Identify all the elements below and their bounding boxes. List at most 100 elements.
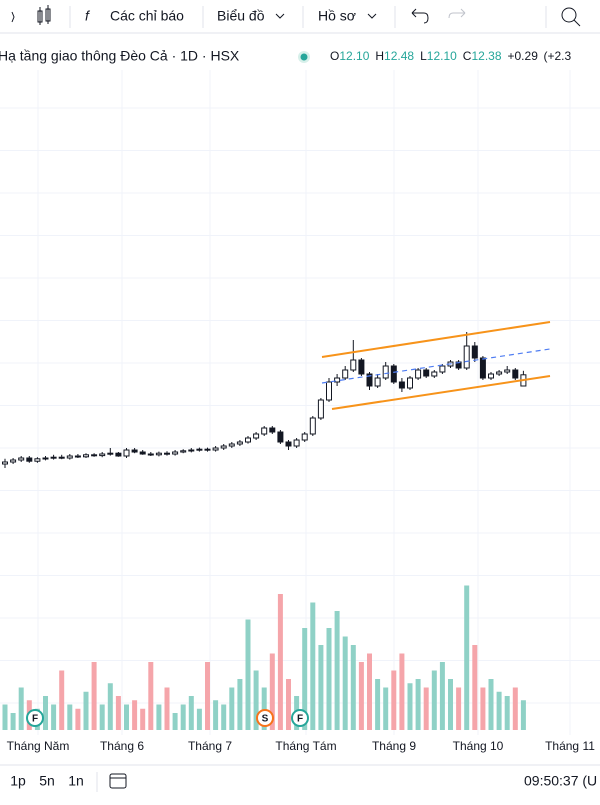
volume-bar [261, 687, 267, 730]
volume-bar [448, 679, 453, 730]
ohlc-label: H [375, 49, 384, 63]
candle-body [293, 439, 300, 447]
volume-bar [67, 704, 73, 730]
volume-bar [51, 704, 57, 730]
x-tick-label: Tháng 11 [545, 739, 595, 753]
event-badge [291, 709, 309, 727]
ohlc-label: O [330, 49, 339, 63]
volume-bar [391, 670, 397, 730]
search-icon[interactable] [561, 7, 577, 23]
candle-body [10, 459, 17, 463]
volume-bar [245, 619, 251, 730]
undo-button[interactable] [411, 8, 429, 24]
ohlc-value: 12.48 [384, 49, 414, 63]
ohlc-field: L12.10 [420, 49, 457, 63]
candle-body [496, 371, 503, 375]
x-tick-label: Tháng 10 [453, 739, 504, 753]
volume-bar [334, 611, 340, 730]
candle-body [374, 377, 381, 387]
ohlc-values: O12.10 H12.48 L12.10 C12.38 +0.29 (+2.3 [330, 49, 572, 63]
volume-bar [213, 700, 219, 730]
candle-body [107, 452, 114, 455]
volume-bar [59, 670, 65, 730]
volume-bar [140, 708, 146, 730]
volume-bar [358, 662, 364, 730]
candle-body [471, 345, 478, 359]
volume-bar [188, 696, 194, 730]
redo-button[interactable] [448, 8, 466, 19]
grid [0, 70, 600, 735]
volume-bar [439, 662, 445, 730]
candle-body [512, 369, 519, 379]
event-marker[interactable]: F [291, 709, 309, 727]
range-button[interactable]: 5n [39, 773, 55, 789]
x-tick-label: Tháng Năm [7, 739, 70, 753]
candle-body [180, 450, 187, 453]
volume-bar [423, 687, 429, 730]
event-marker[interactable]: F [26, 709, 44, 727]
candle-body [139, 451, 146, 455]
range-button[interactable]: 1n [68, 773, 84, 789]
volume-bar [75, 708, 81, 730]
candle-body [91, 454, 98, 457]
candle-body [326, 381, 332, 401]
volume-bar [399, 653, 405, 730]
channel-drawing[interactable] [321, 321, 551, 410]
event-marker[interactable]: S [256, 709, 274, 727]
candle-body [277, 431, 284, 443]
candle-body [366, 373, 373, 387]
event-badge [256, 709, 274, 727]
x-tick-label: Tháng 6 [100, 739, 144, 753]
volume-bar [172, 713, 178, 730]
clock: 09:50:37 (U [524, 773, 597, 789]
candle-body [228, 443, 235, 447]
volume-bar [504, 696, 510, 730]
candle-body [18, 457, 25, 461]
chevron [367, 13, 377, 19]
volume-bar [415, 679, 421, 730]
candle-body [164, 452, 170, 455]
candle-body [358, 359, 365, 375]
volume-bar [107, 683, 113, 730]
volume-bar [277, 594, 283, 730]
candle-body [131, 449, 138, 453]
profile-button[interactable]: Hồ sơ [318, 8, 356, 24]
fx-icon[interactable]: f [85, 8, 91, 24]
candle-body [123, 449, 130, 457]
candle-body [423, 369, 430, 377]
date-range-icon[interactable] [109, 773, 127, 789]
candle-body [439, 365, 446, 373]
icon-cut [11, 11, 15, 23]
volume-bar [253, 670, 259, 730]
volume-bar [318, 645, 324, 730]
candle-body [382, 365, 389, 379]
ohlc-label: C [463, 49, 472, 63]
ohlc-label: L [420, 49, 427, 63]
event-badge [26, 709, 44, 727]
candle-body [42, 457, 49, 460]
candle-body [155, 452, 162, 456]
event-label: F [297, 714, 303, 725]
volume-bar [91, 662, 97, 730]
range-button[interactable]: 1p [10, 773, 26, 789]
chart-button[interactable]: Biểu đồ [217, 8, 265, 24]
volume-bar [375, 679, 381, 730]
volume-bar [456, 687, 462, 730]
candle-body [261, 427, 268, 435]
candle-body [415, 369, 422, 379]
volume-bar [2, 704, 8, 730]
volume-bar [237, 679, 243, 730]
candle-icon[interactable] [37, 5, 51, 25]
candle-body [236, 441, 243, 445]
volume-bar [43, 696, 48, 730]
volume-bar [407, 683, 413, 730]
volume-bar [115, 696, 121, 730]
volume-bar [124, 704, 129, 730]
volume-bar [520, 700, 526, 730]
volume-bar [326, 628, 332, 730]
indicators-button[interactable]: Các chỉ báo [110, 8, 184, 24]
symbol-name: Hạ tầng giao thông Đèo Cả · 1D · HSX [0, 48, 240, 64]
volume-bar [302, 628, 308, 730]
volume-bar [383, 687, 389, 730]
